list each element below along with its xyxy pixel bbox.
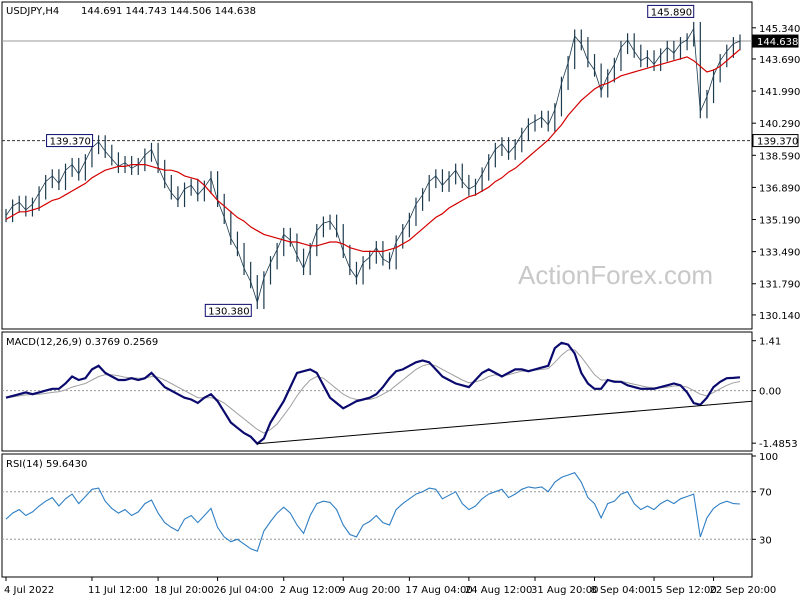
- macd-label: MACD(12,26,9) 0.3769 0.2569: [6, 337, 158, 348]
- price-axis-label: 131.790: [759, 280, 800, 291]
- price-level-label: 144.638: [757, 37, 798, 48]
- time-axis-label: 8 Sep 04:00: [591, 585, 651, 596]
- price-layer: 139.370 130.380 145.890: [2, 4, 752, 317]
- price-panel-frame: [1, 1, 753, 330]
- price-axis-label: 140.290: [759, 119, 800, 130]
- rsi-layer: [2, 472, 752, 552]
- price-axis-label: 135.190: [759, 216, 800, 227]
- price-level-tag: [752, 134, 799, 148]
- price-axis-label: 138.590: [759, 151, 800, 162]
- time-axis-label: 26 Jul 04:00: [214, 585, 274, 596]
- price-axis-label: 130.140: [759, 311, 800, 322]
- macd-axis-label: 1.41: [759, 337, 781, 348]
- time-axis-label: 17 Aug 04:00: [405, 585, 472, 596]
- macd-trendline: [257, 400, 753, 445]
- price-level-tag: [752, 34, 799, 48]
- price-annotation-box: [204, 303, 252, 317]
- rsi-axis-label: 70: [759, 488, 772, 499]
- time-axis-label: 18 Jul 20:00: [154, 585, 214, 596]
- time-axis-label: 9 Aug 20:00: [339, 585, 400, 596]
- rsi-label: RSI(14) 59.6430: [6, 459, 87, 470]
- time-axis-label: 11 Jul 12:00: [88, 585, 148, 596]
- price-axis-label: 141.990: [759, 87, 800, 98]
- macd-layer: [2, 341, 753, 446]
- time-axis-label: 24 Aug 12:00: [465, 585, 532, 596]
- price-axis-label: 133.490: [759, 248, 800, 259]
- time-axis-label: 15 Sep 12:00: [650, 585, 717, 596]
- axis-layer: 139.370 144.638 145.340 143.690 141.990 140.2…: [4, 24, 800, 596]
- price-axis-label: 145.340: [759, 24, 800, 35]
- macd-axis-label: -1.4853: [759, 439, 798, 450]
- price-level-label: 139.370: [757, 137, 798, 148]
- macd-panel-frame: [1, 331, 753, 452]
- time-axis-label: 2 Aug 12:00: [280, 585, 341, 596]
- price-annotation-label: 139.370: [50, 137, 91, 148]
- time-axis-label: 4 Jul 2022: [4, 585, 54, 596]
- price-annotation-box: [46, 134, 94, 148]
- price-annotation-label: 130.380: [208, 306, 249, 317]
- rsi-panel-frame: [1, 453, 753, 578]
- price-axis-label: 136.890: [759, 183, 800, 194]
- moving-average-line: [5, 48, 741, 252]
- rsi-axis-label: 100: [759, 452, 778, 463]
- rsi-axis-label: 30: [759, 535, 772, 546]
- watermark-text: ActionForex.com: [518, 260, 713, 290]
- macd-main-line: [5, 341, 741, 446]
- time-axis-label: 22 Sep 20:00: [710, 585, 777, 596]
- price-axis-label: 143.690: [759, 55, 800, 66]
- rsi-line: [5, 472, 741, 552]
- price-annotation-box: [647, 4, 695, 18]
- macd-axis-label: 0.00: [759, 387, 781, 398]
- price-annotation-label: 145.890: [651, 7, 692, 18]
- time-axis-label: 31 Aug 20:00: [531, 585, 598, 596]
- chart-ohlc: 144.691 144.743 144.506 144.638: [81, 6, 256, 17]
- chart-symbol: USDJPY,H4: [6, 6, 59, 17]
